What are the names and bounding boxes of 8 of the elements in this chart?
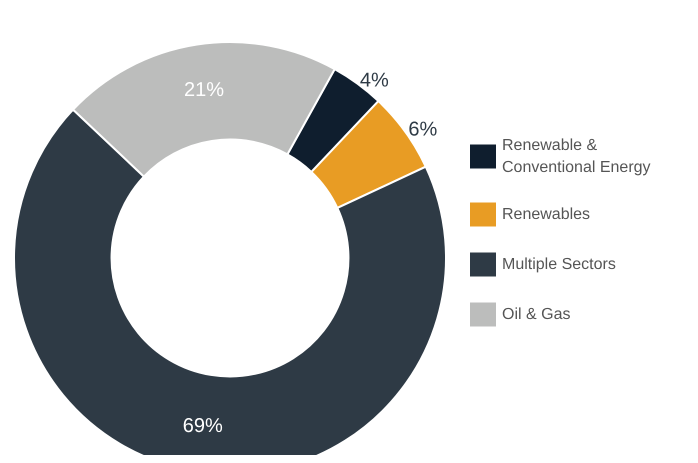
legend-label: Renewable & Conventional Energy — [502, 137, 651, 176]
legend-label: Oil & Gas — [502, 306, 570, 323]
data-label: 4% — [360, 69, 390, 92]
data-label: 69% — [182, 415, 224, 438]
data-label: 21% — [184, 78, 224, 101]
legend-label: Renewables — [502, 206, 590, 223]
legend-label: Multiple Sectors — [502, 256, 616, 273]
data-label: 6% — [408, 118, 438, 140]
